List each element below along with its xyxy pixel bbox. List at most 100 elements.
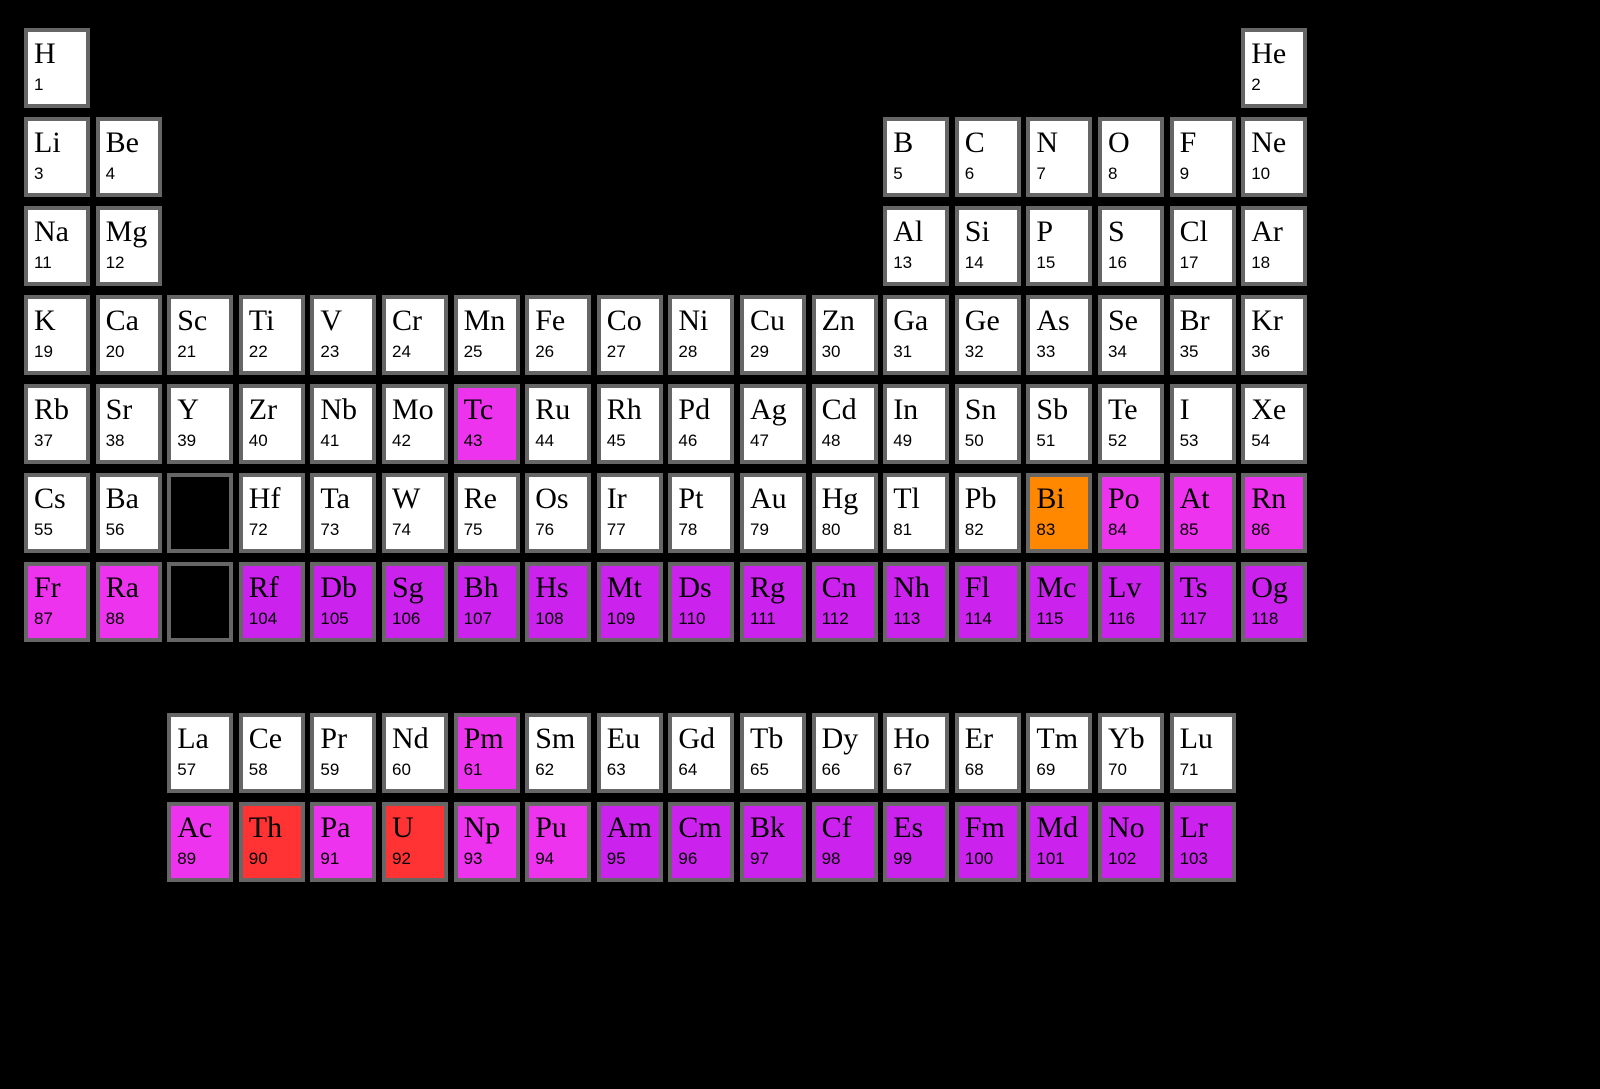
- element-cell-nd: Nd 60: [382, 713, 448, 793]
- element-symbol: Si: [965, 216, 990, 248]
- element-symbol: No: [1108, 812, 1145, 844]
- atomic-number: 95: [607, 850, 626, 867]
- element-symbol: Cn: [822, 572, 857, 604]
- element-cell-fe: Fe26: [525, 295, 591, 375]
- atomic-number: 9: [1180, 165, 1189, 182]
- element-symbol: Ar: [1251, 216, 1283, 248]
- element-cell-in: In49: [883, 384, 949, 464]
- atomic-number: 24: [392, 343, 411, 360]
- atomic-number: 13: [893, 254, 912, 271]
- atomic-number: 11: [34, 254, 52, 271]
- element-symbol: Ra: [106, 572, 139, 604]
- element-symbol: Ir: [607, 483, 627, 515]
- atomic-number: 98: [822, 850, 841, 867]
- atomic-number: 15: [1036, 254, 1055, 271]
- element-cell-lr: Lr103: [1170, 802, 1236, 882]
- element-symbol: Xe: [1251, 394, 1286, 426]
- element-cell-re: Re75: [454, 473, 520, 553]
- element-symbol: Mg: [106, 216, 148, 248]
- element-symbol: Fl: [965, 572, 990, 604]
- element-symbol: Rb: [34, 394, 69, 426]
- element-symbol: Cs: [34, 483, 66, 515]
- element-cell-cm: Cm96: [668, 802, 734, 882]
- element-cell-tc: Tc43: [454, 384, 520, 464]
- element-cell-sc: Sc21: [167, 295, 233, 375]
- atomic-number: 6: [965, 165, 974, 182]
- element-cell-ce: Ce58: [239, 713, 305, 793]
- element-cell-si: Si14: [955, 206, 1021, 286]
- atomic-number: 106: [392, 610, 420, 627]
- atomic-number: 72: [249, 521, 268, 538]
- element-cell-mc: Mc115: [1026, 562, 1092, 642]
- atomic-number: 63: [607, 761, 626, 778]
- atomic-number: 50: [965, 432, 984, 449]
- atomic-number: 87: [34, 610, 53, 627]
- element-symbol: U: [392, 812, 414, 844]
- element-cell-cs: Cs55: [24, 473, 90, 553]
- atomic-number: 73: [320, 521, 339, 538]
- element-cell-cd: Cd48: [812, 384, 878, 464]
- element-symbol: Sm: [535, 723, 575, 755]
- element-symbol: Co: [607, 305, 642, 337]
- element-symbol: Cl: [1180, 216, 1208, 248]
- atomic-number: 29: [750, 343, 769, 360]
- element-cell-ta: Ta73: [310, 473, 376, 553]
- element-cell-ho: Ho67: [883, 713, 949, 793]
- atomic-number: 12: [106, 254, 125, 271]
- atomic-number: 3: [34, 165, 43, 182]
- atomic-number: 102: [1108, 850, 1136, 867]
- element-cell-xe: Xe54: [1241, 384, 1307, 464]
- atomic-number: 115: [1036, 610, 1063, 627]
- element-symbol: Hg: [822, 483, 859, 515]
- element-symbol: Er: [965, 723, 993, 755]
- element-cell-rb: Rb 37: [24, 384, 90, 464]
- atomic-number: 74: [392, 521, 411, 538]
- atomic-number: 110: [678, 610, 705, 627]
- element-cell-be: Be4: [96, 117, 162, 197]
- element-cell-sg: Sg106: [382, 562, 448, 642]
- element-symbol: Rh: [607, 394, 642, 426]
- element-cell-pr: Pr59: [310, 713, 376, 793]
- element-symbol: Hs: [535, 572, 568, 604]
- atomic-number: 27: [607, 343, 626, 360]
- atomic-number: 40: [249, 432, 268, 449]
- atomic-number: 79: [750, 521, 769, 538]
- element-cell-at: At85: [1170, 473, 1236, 553]
- element-cell-b: B5: [883, 117, 949, 197]
- element-symbol: S: [1108, 216, 1125, 248]
- element-symbol: Po: [1108, 483, 1140, 515]
- element-cell-nh: Nh113: [883, 562, 949, 642]
- element-cell-sn: Sn50: [955, 384, 1021, 464]
- element-symbol: Kr: [1251, 305, 1283, 337]
- element-cell-pu: Pu94: [525, 802, 591, 882]
- element-symbol: Rn: [1251, 483, 1286, 515]
- atomic-number: 57: [177, 761, 196, 778]
- atomic-number: 51: [1036, 432, 1055, 449]
- atomic-number: 58: [249, 761, 268, 778]
- element-cell-hs: Hs108: [525, 562, 591, 642]
- atomic-number: 112: [822, 610, 849, 627]
- element-cell-sb: Sb 51: [1026, 384, 1092, 464]
- element-cell-bk: Bk97: [740, 802, 806, 882]
- element-symbol: K: [34, 305, 56, 337]
- element-symbol: In: [893, 394, 918, 426]
- element-symbol: Bk: [750, 812, 785, 844]
- element-symbol: Nb: [320, 394, 357, 426]
- element-cell-se: Se34: [1098, 295, 1164, 375]
- element-symbol: Og: [1251, 572, 1288, 604]
- atomic-number: 28: [678, 343, 697, 360]
- element-symbol: Sb: [1036, 394, 1068, 426]
- atomic-number: 1: [34, 76, 43, 93]
- element-symbol: Nd: [392, 723, 429, 755]
- element-cell-ca: Ca20: [96, 295, 162, 375]
- element-cell-pt: Pt78: [668, 473, 734, 553]
- element-cell-he: He2: [1241, 28, 1307, 108]
- atomic-number: 70: [1108, 761, 1127, 778]
- element-symbol: He: [1251, 38, 1286, 70]
- element-symbol: Ru: [535, 394, 570, 426]
- atomic-number: 37: [34, 432, 53, 449]
- atomic-number: 59: [320, 761, 339, 778]
- atomic-number: 60: [392, 761, 411, 778]
- element-cell-cf: Cf98: [812, 802, 878, 882]
- element-cell-s: S16: [1098, 206, 1164, 286]
